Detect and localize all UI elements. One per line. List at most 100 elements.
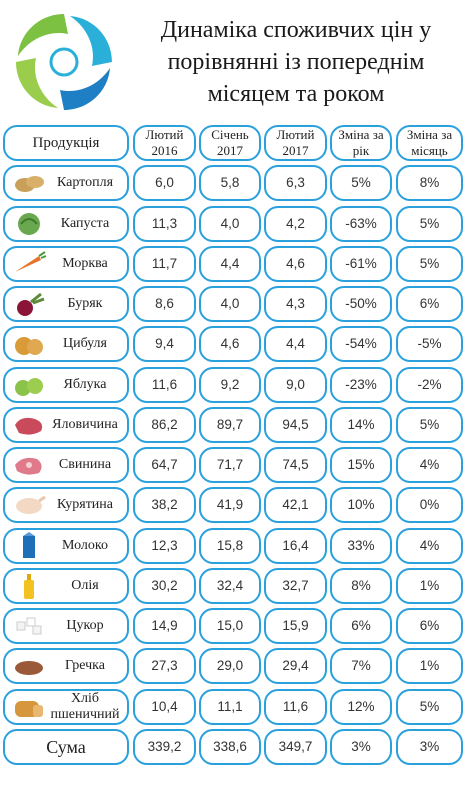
value-feb2016: 9,4 <box>133 326 196 363</box>
value-year: -63% <box>330 205 392 242</box>
value-feb2017: 4,3 <box>264 286 327 322</box>
value-feb2017: 42,1 <box>264 487 327 524</box>
header-change-year: Зміна за рік <box>330 125 392 161</box>
value-feb2017: 15,9 <box>264 608 327 644</box>
value-jan2017: 41,9 <box>199 487 261 524</box>
table-row: Олія 30,2 32,4 32,7 8% 1% <box>0 566 467 606</box>
value-jan2017: 9,2 <box>199 366 261 403</box>
value-year: -23% <box>330 366 392 403</box>
table-row: Буряк 8,6 4,0 4,3 -50% 6% <box>0 284 467 324</box>
product-name: Молоко <box>62 537 108 553</box>
product-cell: Курятина <box>3 487 129 524</box>
value-year: 33% <box>330 527 392 564</box>
product-name: Буряк <box>67 296 103 311</box>
beet-icon <box>11 290 47 318</box>
value-feb2017: 16,4 <box>264 527 327 564</box>
value-month: -5% <box>396 326 463 363</box>
table-row: Цибуля 9,4 4,6 4,4 -54% -5% <box>0 324 467 364</box>
header-change-month: Зміна за місяць <box>396 125 463 161</box>
table-row: Капуста 11,3 4,0 4,2 -63% 5% <box>0 204 467 244</box>
product-name: Хліб пшеничний <box>50 690 120 722</box>
value-feb2016: 64,7 <box>133 447 196 483</box>
value-feb2016: 30,2 <box>133 567 196 604</box>
header-feb2017: Лютий 2017 <box>264 125 327 161</box>
table-row: Свинина 64,7 71,7 74,5 15% 4% <box>0 445 467 485</box>
value-jan2017: 11,1 <box>199 688 261 725</box>
oil-bottle-icon <box>11 572 47 600</box>
product-cell: Картопля <box>3 165 129 202</box>
product-cell: Цибуля <box>3 326 129 363</box>
value-feb2016: 11,7 <box>133 245 196 282</box>
value-year: -50% <box>330 286 392 322</box>
value-feb2017: 4,2 <box>264 205 327 242</box>
product-name: Курятина <box>56 497 114 513</box>
value-feb2016: 6,0 <box>133 165 196 202</box>
value-year: 14% <box>330 406 392 443</box>
value-feb2016: 27,3 <box>133 648 196 685</box>
potato-icon <box>11 169 47 197</box>
value-month: 1% <box>396 567 463 604</box>
value-jan2017: 32,4 <box>199 567 261 604</box>
product-cell: Гречка <box>3 648 129 685</box>
onion-icon <box>11 330 47 358</box>
value-feb2016: 86,2 <box>133 406 196 443</box>
value-month: 4% <box>396 527 463 564</box>
chicken-icon <box>11 491 47 519</box>
sum-row: Сума 339,2 338,6 349,7 3% 3% <box>0 727 467 767</box>
value-month: 8% <box>396 165 463 202</box>
table-row: Яблука 11,6 9,2 9,0 -23% -2% <box>0 365 467 405</box>
value-year: 12% <box>330 688 392 725</box>
value-feb2017: 29,4 <box>264 648 327 685</box>
table-row: Цукор 14,9 15,0 15,9 6% 6% <box>0 606 467 646</box>
value-month: -2% <box>396 366 463 403</box>
product-name: Яловичина <box>52 416 118 432</box>
product-cell: Свинина <box>3 447 129 483</box>
value-feb2017: 6,3 <box>264 165 327 202</box>
sum-label: Сума <box>3 728 129 765</box>
value-jan2017: 4,0 <box>199 286 261 322</box>
buckwheat-icon <box>11 652 47 680</box>
value-month: 5% <box>396 688 463 725</box>
carrot-icon <box>11 250 47 278</box>
product-name: Цукор <box>66 618 104 633</box>
value-feb2017: 4,6 <box>264 245 327 282</box>
value-feb2016: 11,6 <box>133 366 196 403</box>
value-year: -54% <box>330 326 392 363</box>
apple-icon <box>11 371 47 399</box>
beef-icon <box>11 411 47 439</box>
value-feb2017: 94,5 <box>264 406 327 443</box>
value-feb2016: 8,6 <box>133 286 196 322</box>
product-name: Цибуля <box>62 336 107 352</box>
value-year: 7% <box>330 648 392 685</box>
value-year: 10% <box>330 487 392 524</box>
value-month: 1% <box>396 648 463 685</box>
value-feb2016: 12,3 <box>133 527 196 564</box>
sum-change-year: 3% <box>330 728 392 765</box>
table-row: Гречка 27,3 29,0 29,4 7% 1% <box>0 646 467 686</box>
milk-icon <box>11 531 47 560</box>
product-name: Олія <box>71 577 99 593</box>
value-jan2017: 4,0 <box>199 205 261 242</box>
value-jan2017: 4,4 <box>199 245 261 282</box>
value-month: 6% <box>396 286 463 322</box>
value-feb2016: 38,2 <box>133 487 196 524</box>
value-jan2017: 4,6 <box>199 326 261 363</box>
sum-feb2016: 339,2 <box>133 728 196 765</box>
sum-change-month: 3% <box>396 728 463 765</box>
product-cell: Яблука <box>3 366 129 403</box>
sugar-icon <box>11 612 47 640</box>
product-name: Яблука <box>63 376 107 392</box>
value-year: 5% <box>330 165 392 202</box>
value-year: 15% <box>330 447 392 483</box>
product-cell: Молоко <box>3 527 129 564</box>
value-feb2017: 9,0 <box>264 366 327 403</box>
table-row: Молоко 12,3 15,8 16,4 33% 4% <box>0 526 467 566</box>
table-row: Картопля 6,0 5,8 6,3 5% 8% <box>0 163 467 203</box>
header-jan2017: Січень 2017 <box>199 125 261 161</box>
cabbage-icon <box>11 210 47 238</box>
value-feb2017: 74,5 <box>264 447 327 483</box>
logo <box>10 8 118 116</box>
page-title: Динаміка споживчих цін у порівнянні із п… <box>160 17 432 107</box>
product-cell: Яловичина <box>3 406 129 443</box>
product-name: Капуста <box>60 215 110 231</box>
